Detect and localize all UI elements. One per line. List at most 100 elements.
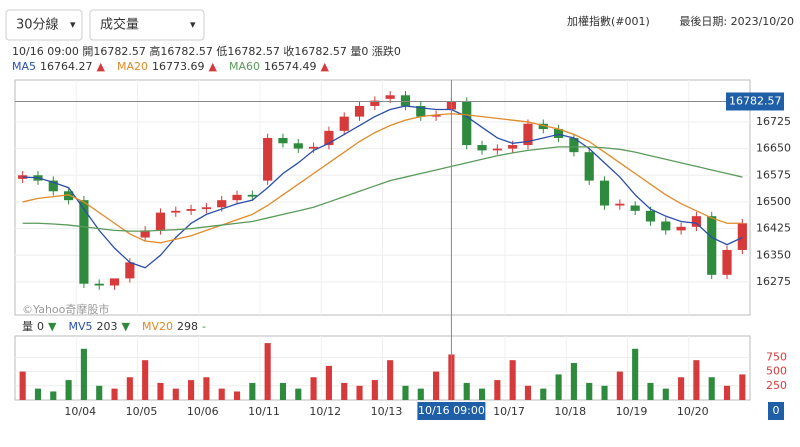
volume-bar bbox=[586, 382, 593, 400]
candle-body bbox=[109, 278, 120, 286]
volume-bar bbox=[279, 382, 287, 400]
candle-body bbox=[232, 194, 242, 201]
x-tick-label: 10/13 bbox=[371, 405, 403, 418]
ma-arrow: ▲ bbox=[320, 60, 329, 73]
x-tick-label: 10/17 bbox=[493, 405, 525, 418]
x-tick-label: 10/04 bbox=[64, 405, 96, 418]
volume-bar bbox=[126, 377, 133, 400]
volume-bar bbox=[570, 363, 577, 400]
chevron: ▾ bbox=[190, 18, 196, 31]
volume-bar bbox=[616, 371, 623, 400]
vol-legend-value: 0 bbox=[37, 320, 44, 333]
candle-body bbox=[492, 148, 502, 151]
candle-body bbox=[707, 216, 717, 275]
candle-body bbox=[48, 180, 58, 192]
candle-body bbox=[79, 200, 89, 284]
candle-body bbox=[722, 249, 732, 275]
volume-bar bbox=[647, 382, 654, 400]
candle-body bbox=[278, 137, 288, 144]
ma-name: MA5 bbox=[12, 60, 36, 73]
volume-bar bbox=[233, 391, 241, 400]
volume-bar bbox=[662, 388, 669, 400]
volume-bar bbox=[678, 377, 685, 400]
volume-bar bbox=[65, 380, 72, 400]
volume-bar bbox=[723, 385, 731, 400]
volume-bar bbox=[356, 385, 363, 400]
volume-bar bbox=[310, 377, 317, 400]
volume-bar bbox=[96, 385, 103, 400]
watermark: ©Yahoo奇摩股市 bbox=[22, 302, 109, 316]
vol-legend-value: 203 bbox=[96, 320, 117, 333]
x-tick-label: 10/19 bbox=[616, 405, 648, 418]
candle-body bbox=[630, 205, 640, 211]
volume-bar bbox=[19, 371, 26, 400]
volume-bar bbox=[555, 374, 562, 400]
interval-select[interactable] bbox=[5, 9, 83, 41]
vol-legend-arrow: ▼ bbox=[121, 320, 130, 333]
info-line: 10/16 09:00 開16782.57 高16782.57 低16782.5… bbox=[12, 44, 401, 58]
candle-body bbox=[431, 114, 441, 117]
candle-body bbox=[140, 230, 150, 238]
volume-bar bbox=[632, 348, 639, 400]
y-tick-label: 16650 bbox=[756, 142, 791, 155]
ma-line bbox=[22, 146, 743, 232]
ma-arrow: ▲ bbox=[97, 60, 106, 73]
price-tag-text: 16782.57 bbox=[729, 94, 782, 107]
vol-legend-arrow: - bbox=[202, 320, 206, 333]
x-tick-label: 10/12 bbox=[309, 405, 341, 418]
volume-bar bbox=[524, 385, 532, 400]
v-tick-label: 250 bbox=[766, 379, 787, 392]
volume-bar bbox=[708, 377, 715, 400]
volume-bar bbox=[417, 388, 424, 400]
ma-line bbox=[22, 113, 743, 244]
volume-bar bbox=[494, 380, 501, 400]
x-tick-label: 10/11 bbox=[248, 405, 280, 418]
indicator-select[interactable] bbox=[89, 9, 205, 41]
candle-body bbox=[691, 216, 701, 227]
candle-body bbox=[186, 209, 196, 211]
ma-name: MA20 bbox=[117, 60, 148, 73]
volume-bar bbox=[341, 382, 348, 400]
volume-bar bbox=[264, 343, 271, 400]
volume-bar bbox=[463, 382, 470, 400]
candle-body bbox=[94, 283, 104, 286]
volume-bar bbox=[509, 360, 516, 400]
volume-bar bbox=[387, 360, 394, 400]
volume-bar bbox=[325, 365, 332, 400]
candle-body bbox=[125, 262, 135, 279]
volume-bar bbox=[157, 382, 164, 400]
y-tick-label: 16725 bbox=[756, 115, 791, 128]
volume-bar bbox=[371, 380, 378, 400]
y-tick-label: 16575 bbox=[756, 168, 791, 181]
candle-body bbox=[599, 180, 610, 206]
candle-body bbox=[354, 105, 365, 117]
last-date: 最後日期: 2023/10/20 bbox=[679, 14, 794, 28]
price-tag bbox=[726, 92, 784, 111]
candle-body bbox=[293, 143, 303, 149]
volume-bar bbox=[295, 388, 302, 400]
volume-bar bbox=[739, 374, 746, 400]
candle-body bbox=[263, 137, 273, 181]
candle-body bbox=[538, 123, 548, 130]
candle-body bbox=[645, 210, 656, 222]
candle-body bbox=[64, 191, 74, 201]
candle-body bbox=[661, 221, 671, 231]
candle-body bbox=[554, 129, 564, 138]
ma-line bbox=[22, 105, 743, 269]
candle-body bbox=[217, 200, 227, 208]
x-tick-label: 10/20 bbox=[677, 405, 709, 418]
x-tick-label: 10/18 bbox=[554, 405, 586, 418]
candle-body bbox=[385, 95, 395, 99]
candle-body bbox=[247, 194, 257, 197]
chevron: ▾ bbox=[70, 18, 76, 31]
vol-legend-name: 量 bbox=[22, 320, 33, 333]
vol-legend-value: 298 bbox=[177, 320, 198, 333]
candle-body bbox=[523, 123, 533, 146]
v-tick-label: 750 bbox=[766, 350, 787, 363]
indicator-text: 成交量 bbox=[100, 17, 139, 33]
volume-bar bbox=[50, 391, 57, 400]
vol-legend-name: MV5 bbox=[68, 320, 92, 333]
volume-bar bbox=[433, 371, 440, 400]
candle-body bbox=[737, 223, 747, 250]
